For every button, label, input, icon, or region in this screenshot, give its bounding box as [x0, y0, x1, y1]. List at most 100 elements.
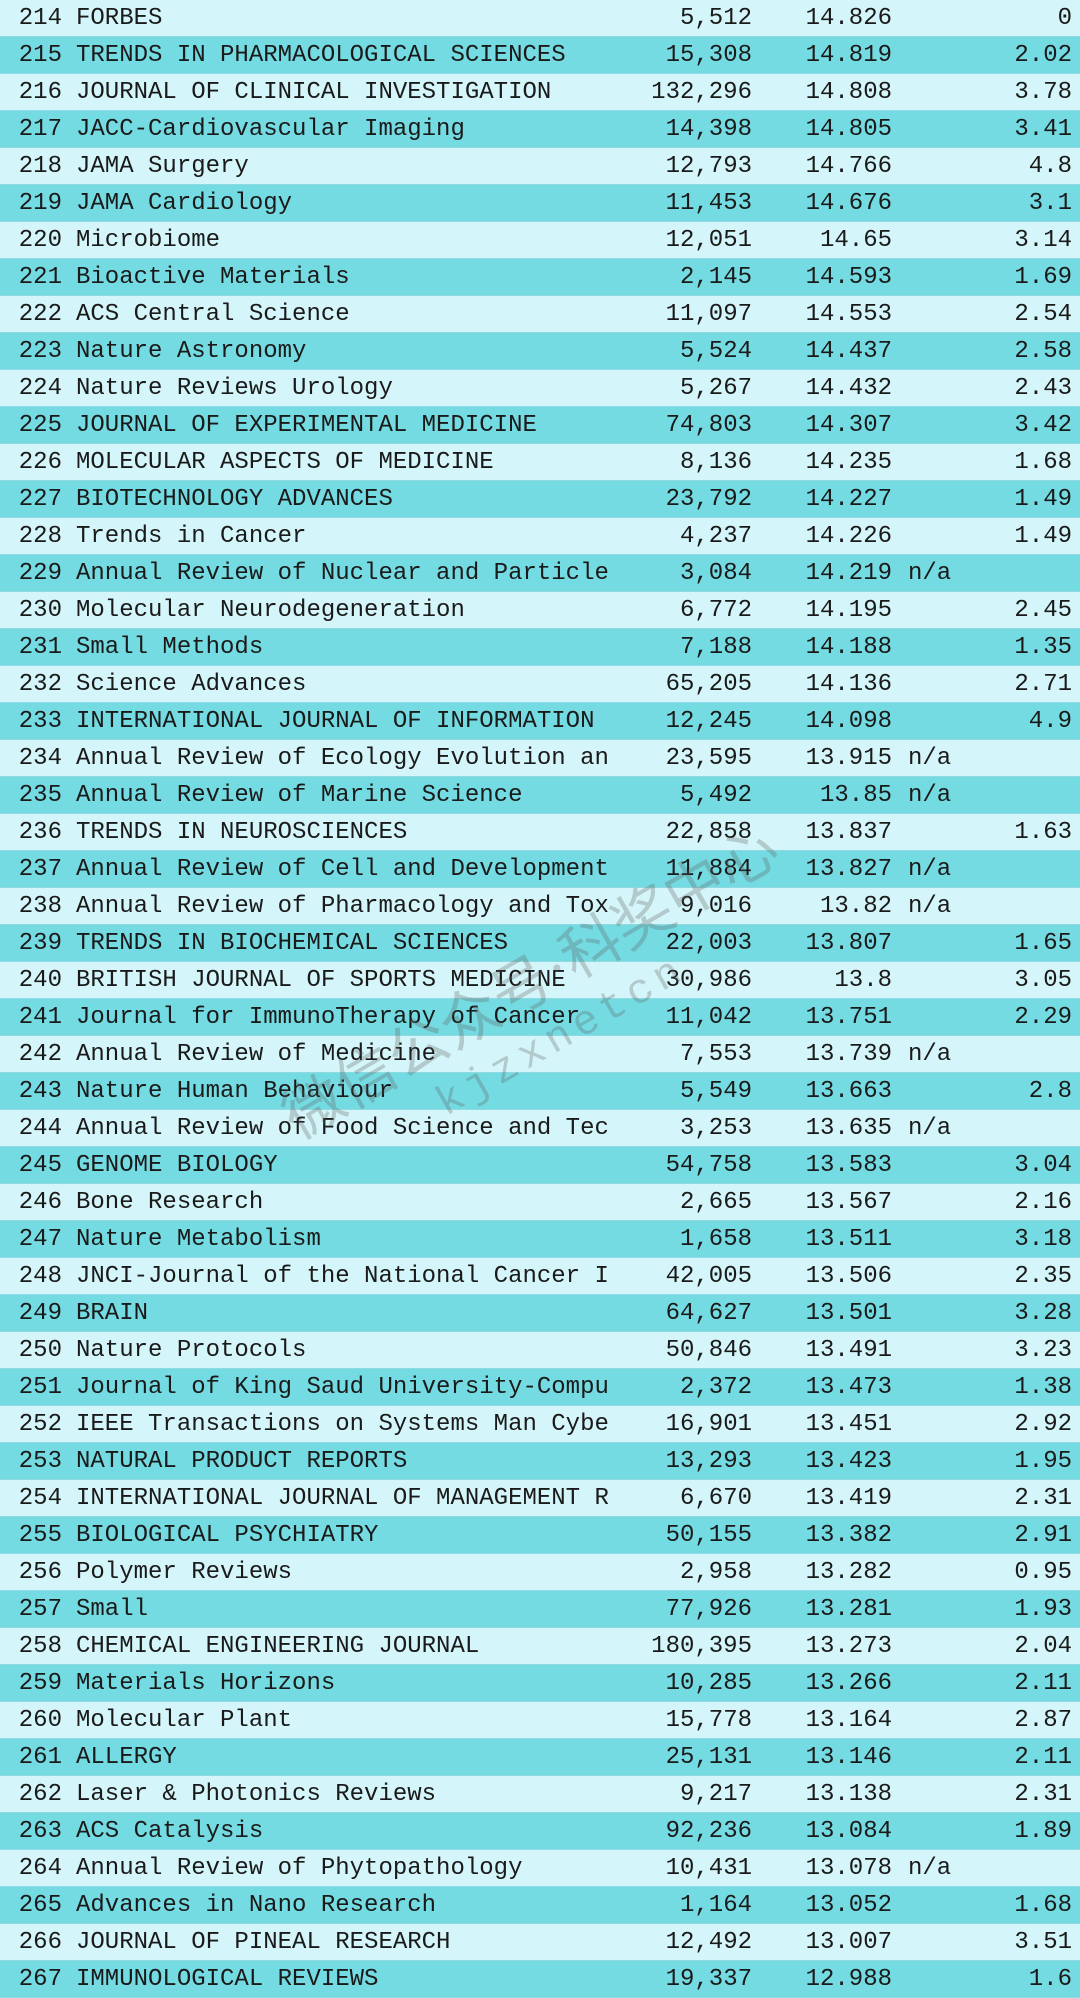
cell-cites: 5,492: [610, 782, 760, 809]
cell-eigen: 2.8: [900, 1078, 1080, 1105]
table-row: 235Annual Review of Marine Science5,4921…: [0, 777, 1080, 814]
cell-rank: 220: [0, 227, 70, 254]
cell-cites: 25,131: [610, 1744, 760, 1771]
cell-cites: 12,245: [610, 708, 760, 735]
cell-impact-factor: 13.915: [760, 745, 900, 772]
table-row: 237Annual Review of Cell and Development…: [0, 851, 1080, 888]
cell-eigen: 1.49: [900, 523, 1080, 550]
cell-rank: 223: [0, 338, 70, 365]
cell-impact-factor: 13.501: [760, 1300, 900, 1327]
table-row: 257Small77,92613.2811.93: [0, 1591, 1080, 1628]
cell-impact-factor: 13.635: [760, 1115, 900, 1142]
cell-name: TRENDS IN PHARMACOLOGICAL SCIENCES: [70, 42, 610, 69]
table-row: 267IMMUNOLOGICAL REVIEWS19,33712.9881.6: [0, 1961, 1080, 1998]
cell-cites: 5,267: [610, 375, 760, 402]
cell-eigen: 2.31: [900, 1781, 1080, 1808]
cell-rank: 257: [0, 1596, 70, 1623]
cell-impact-factor: 13.473: [760, 1374, 900, 1401]
cell-eigen: 2.92: [900, 1411, 1080, 1438]
cell-rank: 245: [0, 1152, 70, 1179]
cell-name: NATURAL PRODUCT REPORTS: [70, 1448, 610, 1475]
cell-impact-factor: 13.084: [760, 1818, 900, 1845]
cell-cites: 54,758: [610, 1152, 760, 1179]
cell-cites: 10,431: [610, 1855, 760, 1882]
cell-impact-factor: 13.85: [760, 782, 900, 809]
cell-name: JOURNAL OF EXPERIMENTAL MEDICINE: [70, 412, 610, 439]
table-row: 249BRAIN64,62713.5013.28: [0, 1295, 1080, 1332]
cell-impact-factor: 13.506: [760, 1263, 900, 1290]
table-row: 255BIOLOGICAL PSYCHIATRY50,15513.3822.91: [0, 1517, 1080, 1554]
cell-eigen: 3.78: [900, 79, 1080, 106]
cell-impact-factor: 13.423: [760, 1448, 900, 1475]
table-row: 234Annual Review of Ecology Evolution an…: [0, 740, 1080, 777]
table-row: 261ALLERGY25,13113.1462.11: [0, 1739, 1080, 1776]
cell-name: Annual Review of Cell and Developmental: [70, 856, 610, 883]
cell-impact-factor: 14.808: [760, 79, 900, 106]
table-row: 246Bone Research2,66513.5672.16: [0, 1184, 1080, 1221]
cell-name: Nature Protocols: [70, 1337, 610, 1364]
table-row: 264Annual Review of Phytopathology10,431…: [0, 1850, 1080, 1887]
cell-cites: 5,512: [610, 5, 760, 32]
table-row: 240BRITISH JOURNAL OF SPORTS MEDICINE30,…: [0, 962, 1080, 999]
cell-impact-factor: 14.195: [760, 597, 900, 624]
cell-impact-factor: 13.8: [760, 967, 900, 994]
table-row: 222ACS Central Science11,09714.5532.54: [0, 296, 1080, 333]
cell-rank: 266: [0, 1929, 70, 1956]
table-row: 253NATURAL PRODUCT REPORTS13,29313.4231.…: [0, 1443, 1080, 1480]
cell-rank: 237: [0, 856, 70, 883]
cell-cites: 77,926: [610, 1596, 760, 1623]
cell-eigen: 1.93: [900, 1596, 1080, 1623]
cell-eigen: 2.43: [900, 375, 1080, 402]
cell-cites: 11,042: [610, 1004, 760, 1031]
cell-rank: 262: [0, 1781, 70, 1808]
cell-eigen: 1.68: [900, 1892, 1080, 1919]
cell-cites: 22,003: [610, 930, 760, 957]
cell-cites: 65,205: [610, 671, 760, 698]
cell-name: Nature Astronomy: [70, 338, 610, 365]
cell-rank: 229: [0, 560, 70, 587]
cell-eigen: n/a: [900, 893, 1080, 920]
cell-name: Bioactive Materials: [70, 264, 610, 291]
table-row: 262Laser & Photonics Reviews9,21713.1382…: [0, 1776, 1080, 1813]
table-row: 265Advances in Nano Research1,16413.0521…: [0, 1887, 1080, 1924]
cell-eigen: 2.54: [900, 301, 1080, 328]
cell-name: CHEMICAL ENGINEERING JOURNAL: [70, 1633, 610, 1660]
cell-eigen: n/a: [900, 1041, 1080, 1068]
cell-rank: 227: [0, 486, 70, 513]
table-row: 232Science Advances65,20514.1362.71: [0, 666, 1080, 703]
cell-cites: 50,846: [610, 1337, 760, 1364]
cell-impact-factor: 13.138: [760, 1781, 900, 1808]
cell-cites: 9,016: [610, 893, 760, 920]
cell-eigen: 1.38: [900, 1374, 1080, 1401]
cell-rank: 235: [0, 782, 70, 809]
cell-impact-factor: 14.819: [760, 42, 900, 69]
cell-name: Molecular Plant: [70, 1707, 610, 1734]
cell-rank: 260: [0, 1707, 70, 1734]
cell-impact-factor: 13.419: [760, 1485, 900, 1512]
cell-eigen: 1.49: [900, 486, 1080, 513]
cell-rank: 248: [0, 1263, 70, 1290]
cell-rank: 246: [0, 1189, 70, 1216]
cell-impact-factor: 13.078: [760, 1855, 900, 1882]
cell-eigen: 2.87: [900, 1707, 1080, 1734]
cell-eigen: 3.41: [900, 116, 1080, 143]
table-row: 216JOURNAL OF CLINICAL INVESTIGATION132,…: [0, 74, 1080, 111]
cell-rank: 249: [0, 1300, 70, 1327]
cell-cites: 16,901: [610, 1411, 760, 1438]
cell-rank: 252: [0, 1411, 70, 1438]
cell-eigen: 2.29: [900, 1004, 1080, 1031]
cell-name: Small: [70, 1596, 610, 1623]
cell-name: INTERNATIONAL JOURNAL OF MANAGEMENT REVI: [70, 1485, 610, 1512]
cell-cites: 13,293: [610, 1448, 760, 1475]
cell-eigen: 2.16: [900, 1189, 1080, 1216]
table-row: 223Nature Astronomy5,52414.4372.58: [0, 333, 1080, 370]
cell-impact-factor: 13.273: [760, 1633, 900, 1660]
cell-eigen: 0.95: [900, 1559, 1080, 1586]
cell-rank: 264: [0, 1855, 70, 1882]
cell-impact-factor: 14.188: [760, 634, 900, 661]
cell-impact-factor: 13.007: [760, 1929, 900, 1956]
cell-impact-factor: 13.827: [760, 856, 900, 883]
cell-cites: 23,792: [610, 486, 760, 513]
table-row: 251Journal of King Saud University-Compu…: [0, 1369, 1080, 1406]
cell-rank: 261: [0, 1744, 70, 1771]
